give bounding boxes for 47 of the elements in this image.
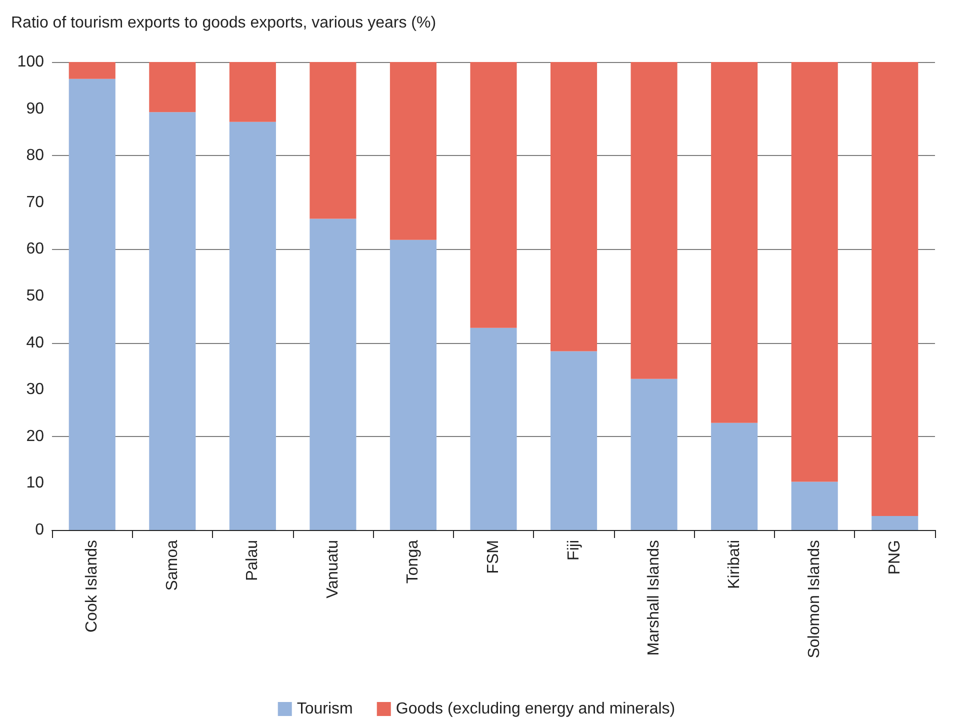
bar [149,62,196,112]
bar [390,240,437,530]
y-tick-label: 100 [17,54,44,70]
bar [68,78,116,530]
x-tick-label: Kiribati [726,540,743,589]
x-tick-label: FSM [485,540,502,574]
bar [470,328,517,530]
bar [68,62,116,79]
bar [791,62,838,482]
x-tick-label: Solomon Islands [806,540,824,658]
bar [229,62,276,122]
y-tick-label: 40 [26,334,44,352]
y-tick-label: 10 [26,474,44,492]
bar [470,62,517,328]
bar [390,62,437,240]
x-tick-label: Tonga [404,540,422,584]
bar [711,422,758,530]
bar [229,122,276,530]
bar [711,62,758,423]
bar [310,62,356,219]
y-tick-label: 0 [35,522,44,538]
y-tick-label: 20 [26,428,44,445]
bar [550,62,598,352]
chart-title: Ratio of tourism exports to goods exports, various years (%) [11,14,436,32]
x-tick-label: PNG [886,540,904,575]
y-tick-label: 60 [26,240,44,258]
x-tick-label: Cook Islands [84,540,101,632]
y-tick-label: 70 [26,194,44,211]
x-tick-label: Palau [244,540,262,581]
legend-label: Tourism [296,700,353,718]
bar [630,62,678,379]
y-tick-label: 50 [26,288,44,304]
x-tick-label: Samoa [164,540,181,591]
bar [630,378,678,530]
x-tick-label: Fiji [565,540,582,560]
bar [310,218,356,530]
bar [550,351,598,530]
y-tick-label: 90 [26,100,44,118]
x-tick-label: Marshall Islands [646,540,663,656]
legend-label: Goods (excluding energy and minerals) [396,700,676,718]
y-tick-label: 30 [26,381,44,398]
bar [791,482,838,530]
x-tick-label: Vanuatu [324,540,342,598]
y-tick-label: 80 [26,147,44,164]
bar [872,516,918,530]
bar [149,112,196,530]
bar [872,62,918,516]
